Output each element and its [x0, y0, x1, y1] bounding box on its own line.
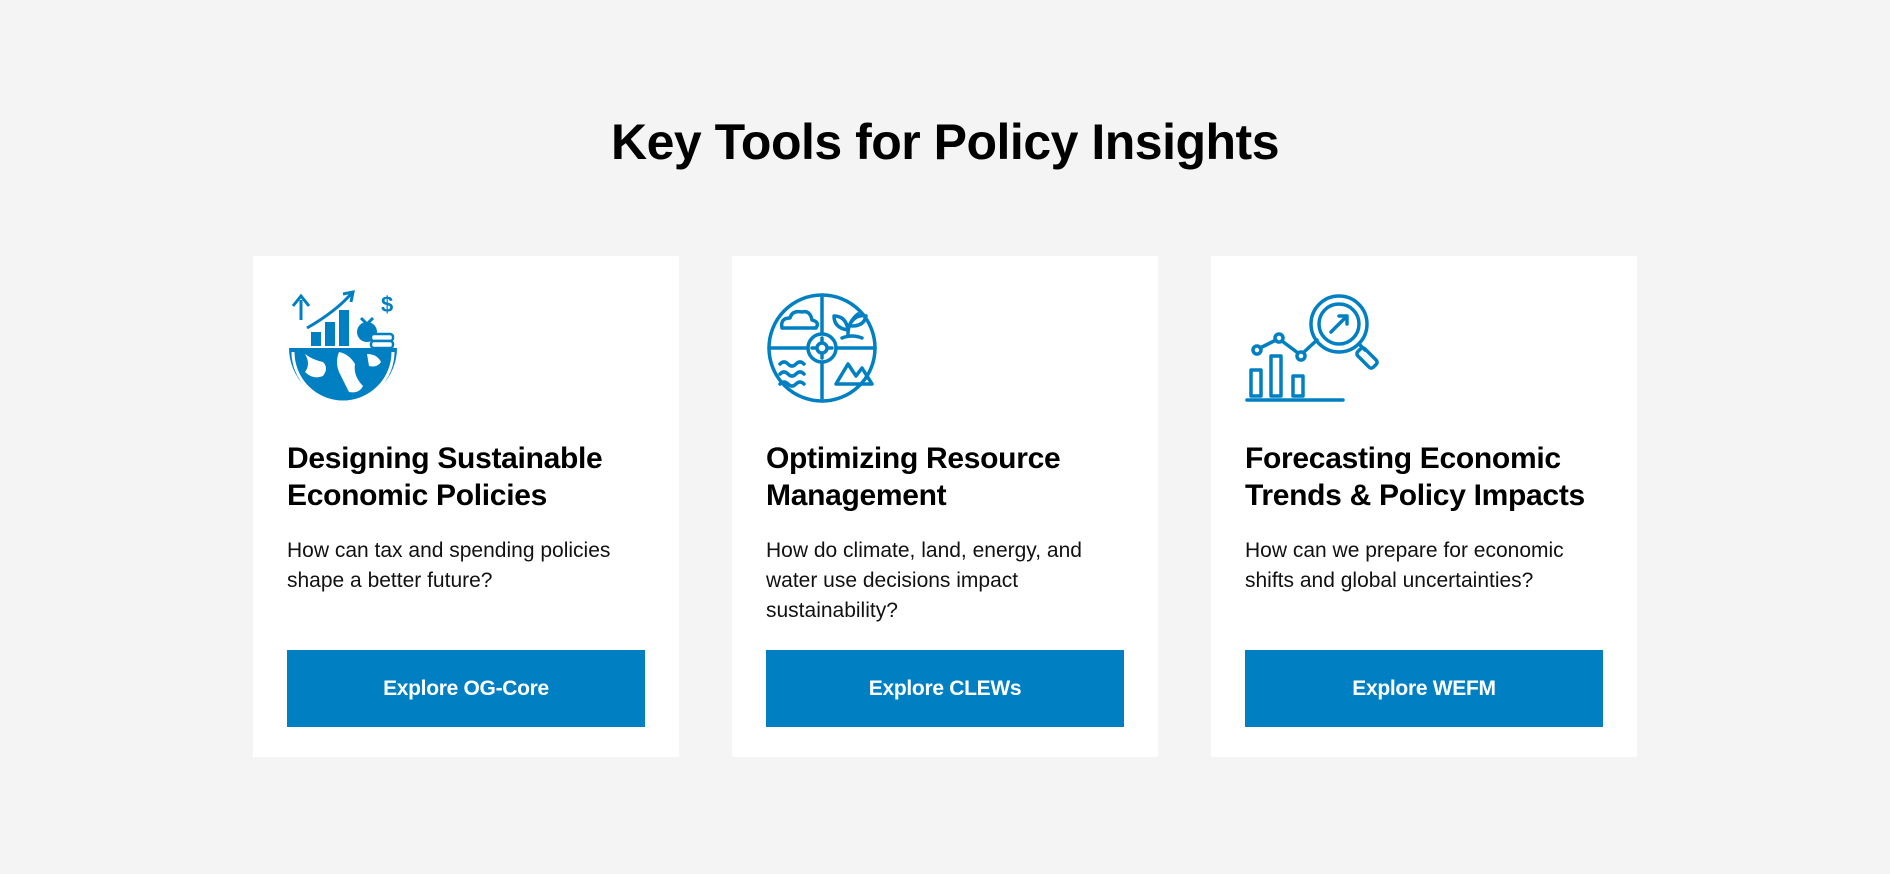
explore-wefm-button[interactable]: Explore WEFM: [1245, 650, 1603, 727]
card-og-core: $ Designing Sustainable Economic Policie…: [253, 256, 679, 757]
explore-clews-button[interactable]: Explore CLEWs: [766, 650, 1124, 727]
card-description: How can tax and spending policies shape …: [287, 539, 611, 592]
explore-og-core-button[interactable]: Explore OG-Core: [287, 650, 645, 727]
tool-cards: $ Designing Sustainable Economic Policie…: [253, 256, 1637, 757]
card-description: How do climate, land, energy, and water …: [766, 539, 1082, 622]
globe-growth-chart-icon: $: [287, 290, 427, 406]
card-title: Forecasting Economic Trends & Policy Imp…: [1245, 442, 1585, 512]
card-wefm: Forecasting Economic Trends & Policy Imp…: [1211, 256, 1637, 757]
resource-quadrant-icon: [766, 290, 906, 406]
card-clews: Optimizing Resource Management How do cl…: [732, 256, 1158, 757]
card-title: Designing Sustainable Economic Policies: [287, 442, 603, 512]
svg-text:$: $: [381, 292, 393, 317]
forecast-magnifier-chart-icon: [1245, 290, 1385, 406]
section-title: Key Tools for Policy Insights: [610, 114, 1280, 170]
card-title: Optimizing Resource Management: [766, 442, 1061, 512]
card-description: How can we prepare for economic shifts a…: [1245, 539, 1564, 592]
